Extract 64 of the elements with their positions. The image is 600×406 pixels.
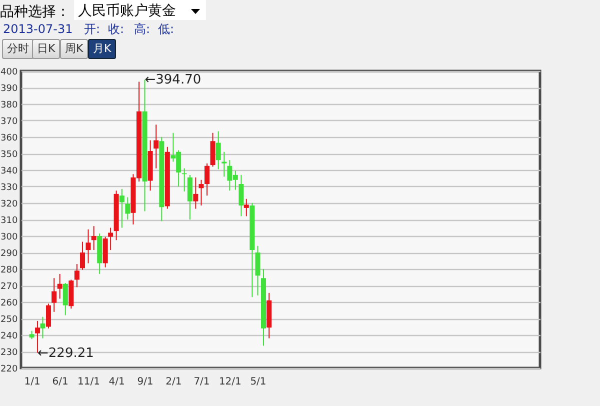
y-tick-label: 380: [0, 100, 18, 110]
y-tick-label: 340: [0, 166, 18, 176]
y-tick-label: 230: [0, 348, 18, 358]
y-tick-label: 260: [0, 298, 18, 308]
text: 低:: [158, 21, 174, 38]
text: 开:: [84, 21, 100, 38]
x-tick-label: 12/1: [218, 376, 242, 388]
candlestick: [198, 179, 204, 206]
candlestick: [46, 303, 51, 329]
annotation: ←394.70: [144, 72, 202, 88]
y-tick-label: 280: [0, 266, 18, 276]
x-tick-label: 6/1: [52, 376, 68, 388]
candlestick: [238, 174, 244, 217]
candlestick: [74, 264, 80, 288]
y-tick-label: 300: [0, 232, 18, 242]
text: 月K: [88, 39, 116, 59]
y-tick-label: 270: [0, 282, 18, 292]
x-tick-label: 1/1: [24, 376, 40, 388]
candlestick: [187, 174, 192, 220]
candlestick: [255, 245, 260, 296]
candlestick: [40, 316, 46, 339]
y-tick-label: 390: [0, 84, 18, 94]
y-tick-label: 240: [0, 332, 18, 342]
candlestick: [222, 151, 227, 178]
candlestick: [91, 226, 96, 251]
annotation: ←229.21: [38, 346, 94, 361]
candlestick: [52, 278, 57, 312]
text: 2013-07-31: [3, 22, 73, 36]
candlestick: [86, 228, 91, 264]
candlestick: [216, 130, 221, 170]
x-tick-label: 2/1: [166, 376, 182, 388]
y-tick-label: 370: [0, 117, 18, 127]
text: 分时: [2, 39, 34, 59]
y-tick-label: 360: [0, 134, 18, 144]
y-tick-label: 320: [0, 200, 18, 210]
x-tick-label: 11/1: [78, 376, 100, 388]
y-tick-label: 220: [0, 364, 18, 374]
candlestick: [125, 196, 130, 220]
candlestick: [154, 124, 159, 169]
y-tick-label: 290: [0, 249, 18, 259]
x-tick-label: 4/1: [108, 376, 125, 388]
candlestick: [193, 176, 198, 210]
candlestick: [108, 227, 114, 251]
y-tick-label: 350: [0, 150, 18, 160]
x-tick-label: 9/1: [137, 376, 154, 388]
text: 周K: [60, 39, 88, 59]
text: 人民币账户黄金: [74, 0, 206, 20]
candlestick: [244, 198, 249, 217]
candlestick: [204, 162, 210, 196]
text: 日K: [32, 39, 60, 59]
y-tick-label: 250: [0, 315, 18, 325]
candlestick: [119, 188, 124, 228]
text: 收:: [108, 21, 124, 38]
text: 品种选择：: [0, 3, 70, 21]
y-tick-label: 310: [0, 216, 18, 226]
candlestick: [210, 132, 216, 168]
candlestick: [62, 282, 68, 316]
candlestick: [57, 273, 62, 300]
y-tick-label: 330: [0, 183, 18, 193]
x-tick-label: 5/1: [250, 376, 266, 388]
x-tick-label: 7/1: [194, 376, 210, 388]
candlestick: [80, 241, 85, 270]
text: 高:: [134, 21, 150, 38]
y-tick-label: 400: [0, 68, 18, 78]
